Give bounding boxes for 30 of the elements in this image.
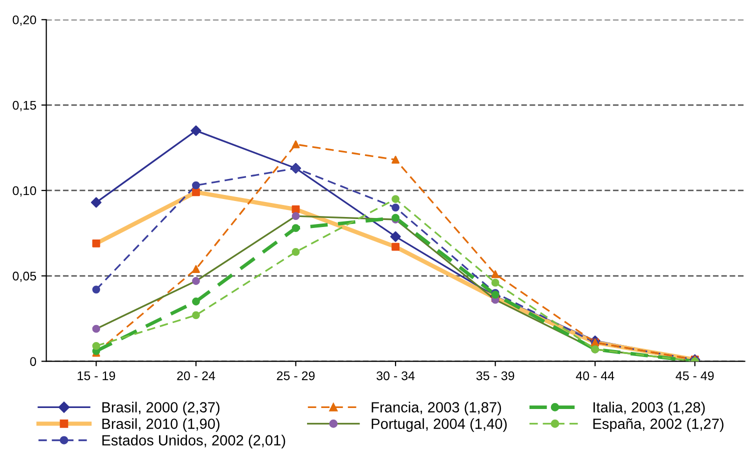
point xyxy=(292,205,300,214)
legend-label: España, 2002 (1,27) xyxy=(593,418,724,432)
y-tick-label: 0,15 xyxy=(12,100,36,112)
point xyxy=(190,125,202,136)
legend-label: Estados Unidos, 2002 (2,01) xyxy=(102,434,286,448)
legend-label: Italia, 2003 (1,28) xyxy=(594,402,705,416)
point xyxy=(192,188,200,196)
point xyxy=(390,231,401,242)
legend-label: Brasil, 2010 (1,90) xyxy=(102,418,220,432)
x-tick-label: 40 - 44 xyxy=(576,371,614,380)
x-tick-label: 30 - 34 xyxy=(376,371,415,380)
point xyxy=(292,140,300,148)
legend-label: Portugal, 2004 (1,40) xyxy=(372,418,507,432)
y-tick-label: 0,20 xyxy=(12,15,36,26)
x-tick-label: 45 - 49 xyxy=(676,371,714,380)
x-tick-label: 20 - 24 xyxy=(177,371,216,380)
legend-label: Brasil, 2000 (2,37) xyxy=(102,402,220,416)
point xyxy=(90,197,102,208)
legend-label: Francia, 2003 (1,87) xyxy=(372,402,502,416)
x-tick-label: 35 - 39 xyxy=(476,371,514,380)
x-tick-label: 25 - 29 xyxy=(276,371,315,380)
point xyxy=(192,265,200,274)
point xyxy=(392,242,400,251)
point xyxy=(92,239,100,248)
x-tick-label: 15 - 19 xyxy=(78,371,116,380)
y-tick-label: 0,10 xyxy=(12,186,36,197)
y-tick-label: 0,05 xyxy=(12,272,36,282)
point xyxy=(491,270,500,278)
point xyxy=(392,156,400,164)
y-tick-label: 0 xyxy=(30,357,36,366)
